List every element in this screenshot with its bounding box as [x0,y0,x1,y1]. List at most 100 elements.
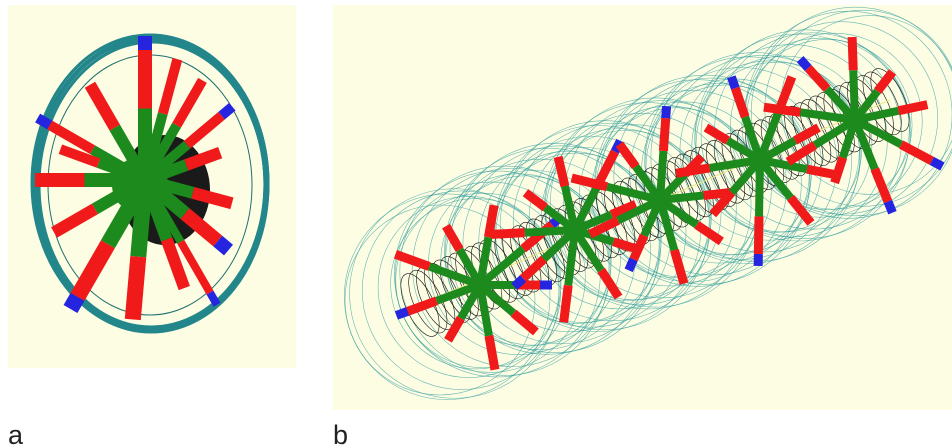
tube-ring [613,77,812,276]
spoke-tip [624,257,638,273]
tube-ring [444,147,651,355]
spoke-red [785,141,818,166]
spoke-red [670,248,689,285]
spoke-red [490,228,525,239]
spoke-green [799,108,856,124]
spoke-tip [394,307,410,320]
tube-ring [344,204,536,396]
spoke-red [597,267,623,300]
spoke-red [763,102,801,117]
spoke-green [812,116,858,149]
spoke-green [616,196,662,225]
spoke-green [477,245,526,289]
hub [112,157,168,213]
spoke-red [191,187,234,210]
spoke-tip [63,292,85,314]
spoke-red [157,57,183,115]
spoke-green [741,115,764,162]
tube-ring [729,37,910,218]
tube-ring [695,55,873,233]
spoke-red [406,296,439,316]
spoke-tip [511,275,527,290]
spoke-red [587,216,620,239]
spoke-red [830,156,848,185]
tube-ring [741,39,913,210]
spoke-green [709,156,761,172]
spoke-green [476,284,493,337]
spoke-green [524,226,576,237]
tube-ring [394,181,586,373]
spoke-green [849,70,859,121]
tube-ring [445,170,621,346]
spoke-red [658,117,671,152]
panel-label: b [333,420,348,448]
spoke-tip [206,290,221,307]
spoke-red [510,309,539,336]
spoke-red [792,123,821,145]
spoke-green [756,108,783,162]
spoke-green [657,196,700,229]
spoke-green [823,86,858,123]
spoke-green [728,157,764,196]
spoke-red [703,123,730,145]
spoke-tip [929,156,945,171]
spoke-red [58,144,101,168]
tube-ring [478,150,660,333]
spoke-green [564,229,579,286]
spoke-green [725,137,763,164]
spoke-red [184,147,223,171]
tube-ring [751,6,952,217]
tube-ring [377,196,560,378]
spoke-red [594,149,619,185]
spoke-red [570,173,609,192]
spoke-red [393,249,431,271]
spoke-red [847,36,858,71]
spoke-red [873,69,897,94]
spoke-red [787,194,815,226]
spoke-tip [218,102,236,120]
spoke-green [606,182,661,204]
spoke-green [541,227,578,262]
tube-ring [528,128,710,310]
spoke-red [484,204,499,238]
panel-b-drawing [344,6,952,400]
spoke-green [659,191,704,204]
spoke-red [559,284,573,323]
spoke-red [172,77,207,128]
spoke-green [632,164,664,203]
spoke-red [709,189,736,218]
spoke-tip [213,235,233,256]
spoke-green [477,281,517,317]
spoke-red [84,81,120,131]
spoke-red [870,167,893,204]
spoke-green [435,281,482,305]
spoke-red [183,111,225,149]
spoke-red [774,75,797,112]
spoke-red [753,216,764,255]
tube-ring [390,198,562,370]
spoke-tip [796,56,812,71]
spoke-red [675,163,711,178]
spoke-red [898,140,934,165]
spoke-red [897,100,929,116]
spoke-red [160,237,190,291]
spoke-green [758,137,798,164]
spoke-green [756,157,794,201]
spoke-red [694,221,724,246]
spoke-green [853,116,903,149]
spoke-red [51,203,98,238]
spoke-red [553,155,570,188]
spoke-red [731,86,750,119]
spoke-tip [883,199,897,215]
tube-ring [499,120,710,331]
spoke-green [851,118,879,171]
spoke-red [442,223,464,252]
tube-ring [344,193,551,400]
spoke-green [573,210,614,234]
spoke-tip [727,75,740,90]
spoke-red [124,256,147,321]
spoke-red [180,208,223,247]
spoke-green [838,118,859,159]
